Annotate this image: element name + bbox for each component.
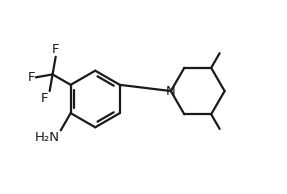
Text: F: F: [52, 43, 59, 56]
Text: F: F: [28, 71, 35, 84]
Text: N: N: [166, 85, 175, 98]
Text: H₂N: H₂N: [35, 131, 60, 144]
Text: F: F: [41, 92, 49, 105]
